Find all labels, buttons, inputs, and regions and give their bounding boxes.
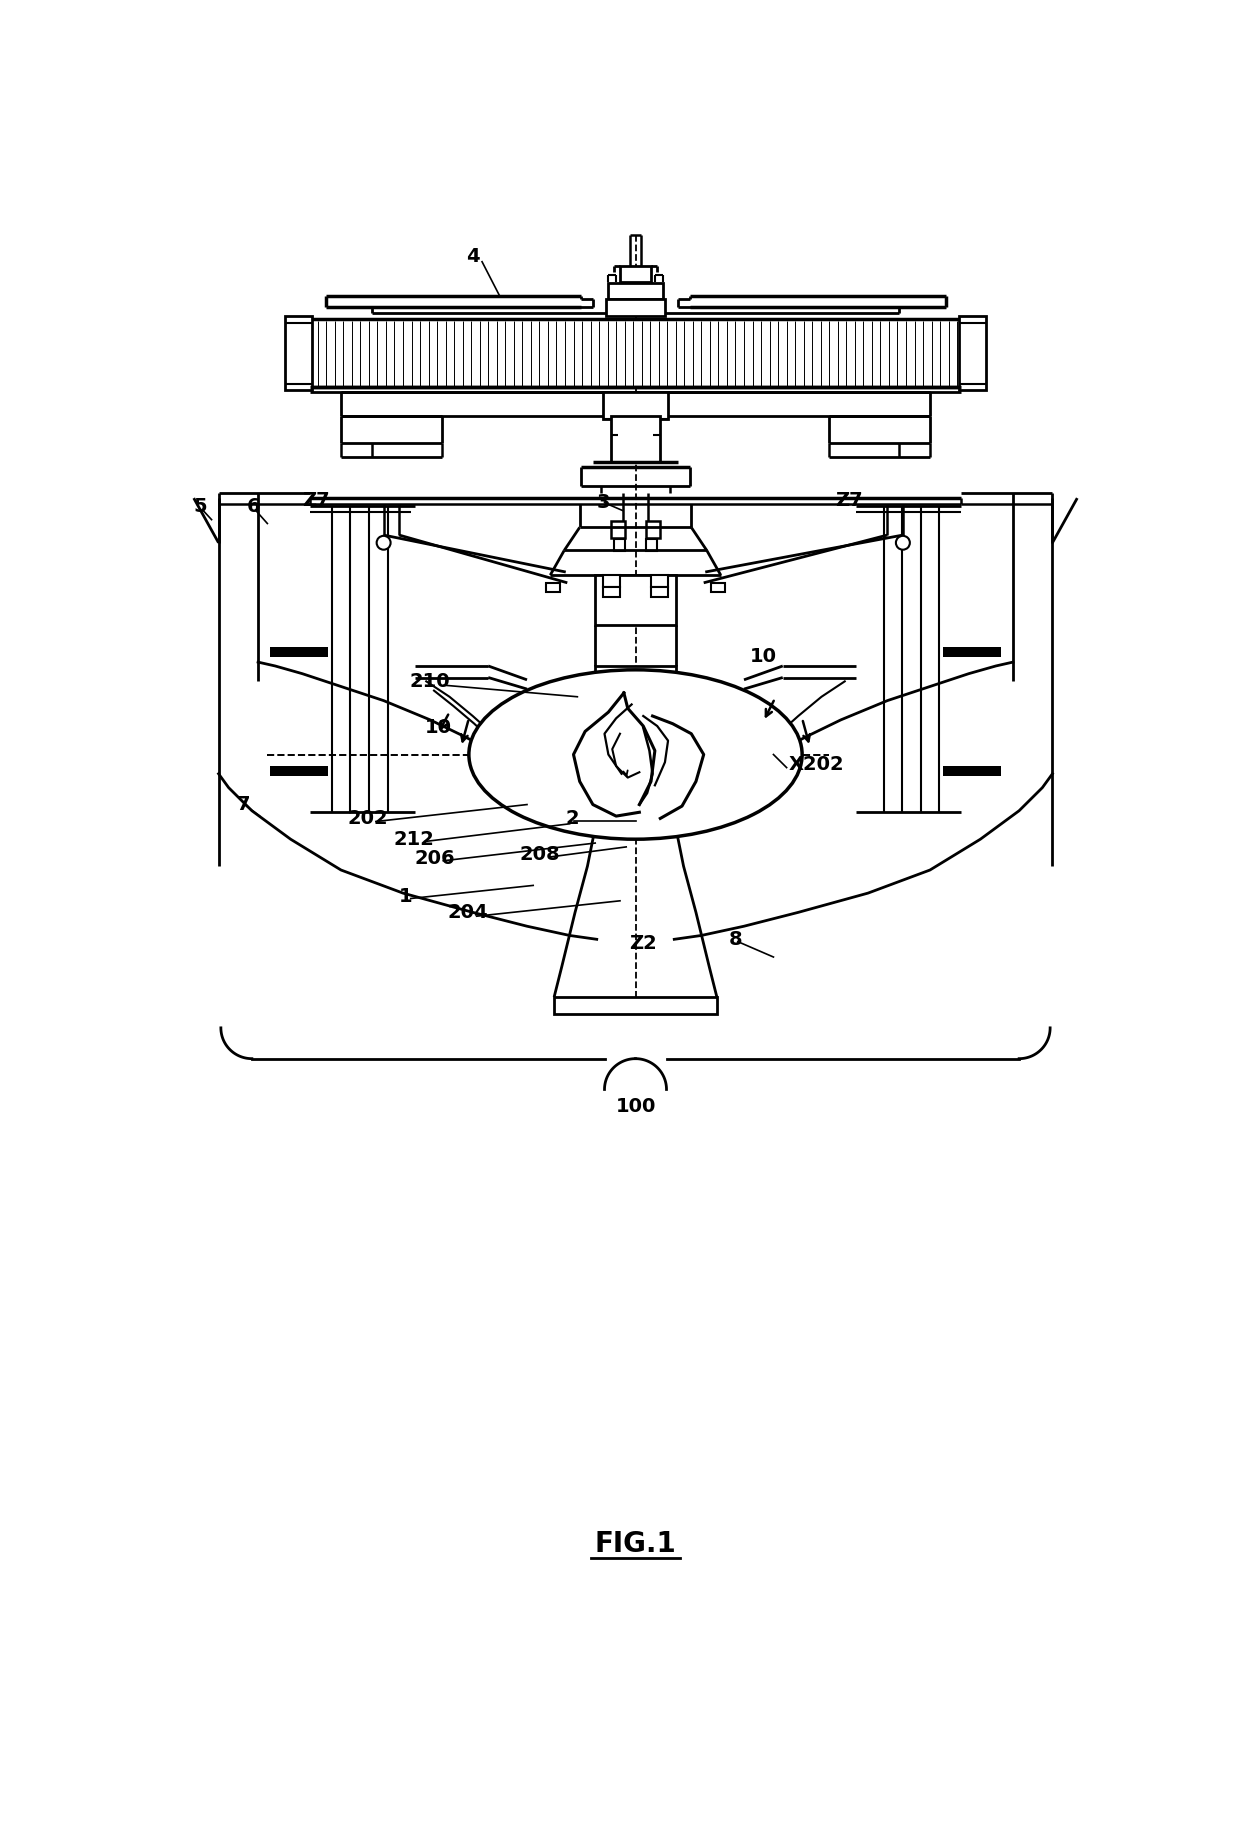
Text: FIG.1: FIG.1: [595, 1530, 676, 1557]
Text: 6: 6: [247, 497, 260, 515]
Text: 212: 212: [394, 830, 434, 848]
Bar: [611, 415, 661, 462]
Bar: [547, 583, 560, 592]
Bar: [711, 583, 724, 592]
Bar: [646, 521, 661, 537]
Bar: [595, 665, 676, 698]
Circle shape: [895, 536, 910, 550]
Text: Z7: Z7: [836, 492, 863, 510]
Text: 7: 7: [237, 795, 250, 813]
Ellipse shape: [469, 669, 802, 839]
Text: 208: 208: [520, 845, 560, 865]
Bar: [603, 391, 668, 419]
Text: 10: 10: [424, 718, 451, 737]
Bar: [646, 539, 657, 552]
Bar: [310, 320, 961, 388]
Bar: [603, 587, 620, 596]
Text: 1: 1: [399, 887, 413, 907]
Text: 5: 5: [193, 497, 207, 515]
Bar: [603, 576, 620, 587]
Text: X202: X202: [789, 755, 844, 773]
Text: 204: 204: [448, 903, 489, 921]
Bar: [944, 766, 1002, 777]
Text: 202: 202: [347, 810, 388, 828]
Circle shape: [377, 536, 391, 550]
Text: 210: 210: [409, 673, 450, 691]
Bar: [595, 576, 676, 625]
Text: 10: 10: [750, 647, 777, 665]
Bar: [620, 265, 651, 283]
Bar: [270, 766, 327, 777]
Bar: [614, 539, 625, 552]
Bar: [606, 300, 665, 316]
Text: 100: 100: [615, 1097, 656, 1115]
Text: 2: 2: [565, 810, 579, 828]
Bar: [651, 587, 668, 596]
Text: Z7: Z7: [303, 492, 330, 510]
Bar: [285, 316, 311, 391]
Bar: [651, 576, 668, 587]
Text: 206: 206: [414, 848, 455, 868]
Bar: [944, 647, 1002, 656]
Bar: [611, 521, 625, 537]
Bar: [609, 283, 662, 300]
Bar: [554, 996, 717, 1015]
Bar: [960, 316, 986, 391]
Bar: [616, 804, 655, 821]
Text: 3: 3: [596, 494, 610, 512]
Text: Z2: Z2: [629, 934, 657, 952]
Text: 8: 8: [729, 930, 742, 949]
Text: 4: 4: [466, 247, 480, 265]
Bar: [270, 647, 327, 656]
